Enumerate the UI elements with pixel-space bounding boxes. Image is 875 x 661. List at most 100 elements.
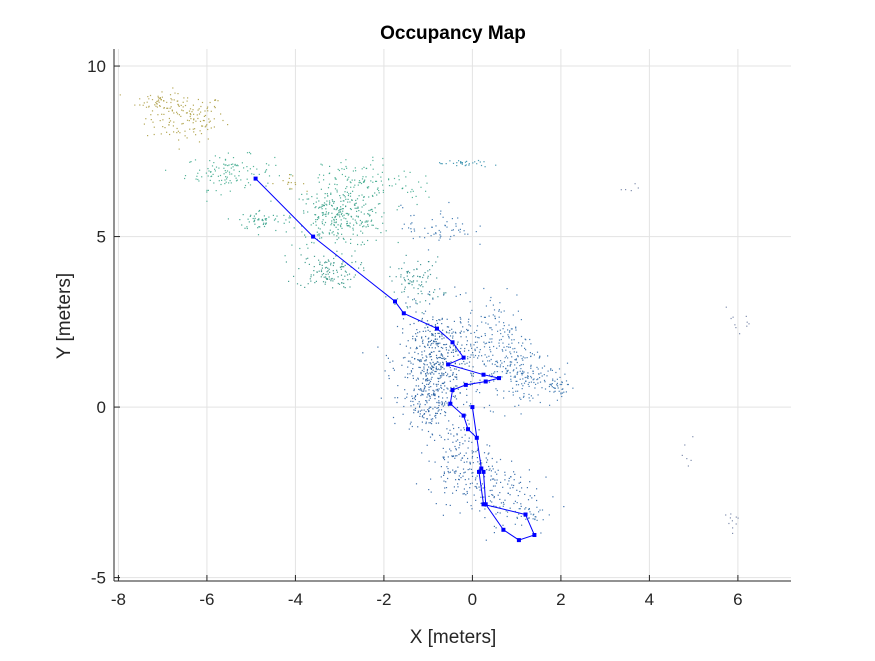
occupied-cell — [178, 114, 180, 116]
occupied-cell — [224, 159, 227, 161]
occupied-cell — [520, 335, 523, 338]
occupied-cell — [434, 325, 436, 327]
occupied-cell — [424, 360, 426, 362]
occupied-cell — [430, 423, 433, 425]
occupied-cell — [389, 266, 391, 268]
occupied-cell — [335, 226, 337, 228]
occupied-cell — [240, 179, 242, 181]
occupied-cell — [505, 372, 507, 374]
occupied-cell — [331, 277, 333, 280]
occupied-cell — [541, 375, 543, 377]
occupied-cell — [382, 184, 384, 186]
occupied-cell — [481, 355, 483, 357]
occupied-cell — [421, 409, 423, 411]
occupied-cell — [354, 179, 356, 181]
occupied-cell — [449, 429, 451, 431]
occupied-cell — [252, 217, 254, 220]
occupied-cell — [277, 221, 279, 223]
occupied-cell — [728, 522, 730, 525]
occupied-cell — [471, 475, 474, 477]
occupied-cell — [324, 262, 326, 264]
occupied-cell — [458, 475, 460, 477]
occupied-cell — [370, 220, 372, 222]
occupied-cell — [360, 262, 363, 264]
occupied-cell — [426, 383, 428, 385]
occupied-cell — [441, 317, 443, 319]
occupied-cell — [479, 379, 481, 381]
occupied-cell — [337, 276, 339, 278]
occupied-cell — [436, 277, 438, 279]
occupied-cell — [184, 135, 186, 137]
occupied-cell — [382, 189, 384, 191]
occupied-cell — [244, 187, 246, 189]
occupied-cell — [308, 198, 310, 200]
occupied-cell — [258, 173, 260, 175]
occupied-cell — [520, 503, 522, 505]
occupied-cell — [441, 357, 443, 359]
occupied-cell — [486, 461, 488, 463]
occupied-cell — [206, 124, 208, 126]
occupied-cell — [423, 366, 425, 368]
occupied-cell — [345, 187, 347, 190]
occupied-cell — [552, 379, 554, 382]
occupied-cell — [411, 425, 413, 428]
occupied-cell — [474, 485, 476, 488]
occupied-cell — [489, 500, 491, 502]
occupied-cell — [314, 207, 316, 209]
occupied-cell — [259, 209, 261, 212]
occupied-cell — [514, 500, 516, 502]
occupied-cell — [492, 354, 494, 356]
occupied-cell — [455, 385, 457, 387]
occupied-cell — [423, 274, 425, 276]
occupied-cell — [526, 357, 528, 359]
occupied-cell — [230, 163, 232, 166]
occupied-cell — [461, 363, 463, 365]
occupied-cell — [213, 105, 216, 108]
occupied-cell — [466, 490, 468, 493]
occupied-cell — [352, 227, 354, 229]
occupied-cell — [258, 218, 260, 220]
occupied-cell — [335, 178, 337, 180]
occupied-cell — [485, 365, 487, 367]
occupied-cell — [467, 469, 469, 471]
occupied-cell — [428, 489, 430, 491]
occupied-cell — [392, 360, 394, 362]
occupied-cell — [329, 271, 331, 273]
occupied-cell — [466, 388, 468, 390]
occupied-cell — [327, 195, 329, 197]
occupied-cell — [407, 373, 409, 375]
occupied-cell — [487, 453, 489, 455]
occupied-cell — [506, 515, 508, 518]
occupied-cell — [413, 298, 415, 300]
occupied-cell — [455, 449, 457, 451]
occupied-cell — [476, 475, 478, 477]
occupied-cell — [375, 227, 377, 229]
occupied-cell — [333, 278, 335, 280]
occupied-cell — [345, 212, 347, 215]
occupied-cell — [361, 194, 363, 196]
occupied-cell — [446, 226, 448, 228]
occupied-cell — [429, 380, 432, 383]
occupied-cell — [342, 278, 344, 281]
occupied-cell — [172, 125, 174, 127]
occupied-cell — [326, 193, 328, 195]
occupied-cell — [466, 394, 468, 396]
occupied-cell — [314, 214, 316, 216]
occupied-cell — [436, 322, 439, 324]
occupied-cell — [510, 476, 512, 478]
occupied-cell — [425, 360, 427, 362]
occupied-cell — [409, 280, 411, 282]
occupied-cell — [494, 371, 496, 373]
occupied-cell — [454, 457, 456, 459]
occupied-cell — [415, 339, 417, 341]
occupied-cell — [737, 517, 739, 519]
occupied-cell — [363, 225, 365, 227]
occupied-cell — [483, 476, 486, 478]
occupied-cell — [352, 190, 354, 192]
occupied-cell — [440, 436, 442, 438]
occupied-cell — [358, 267, 360, 269]
occupied-cell — [503, 322, 505, 324]
occupied-cell — [412, 375, 414, 377]
occupied-cell — [428, 386, 430, 388]
occupied-cell — [406, 396, 408, 398]
